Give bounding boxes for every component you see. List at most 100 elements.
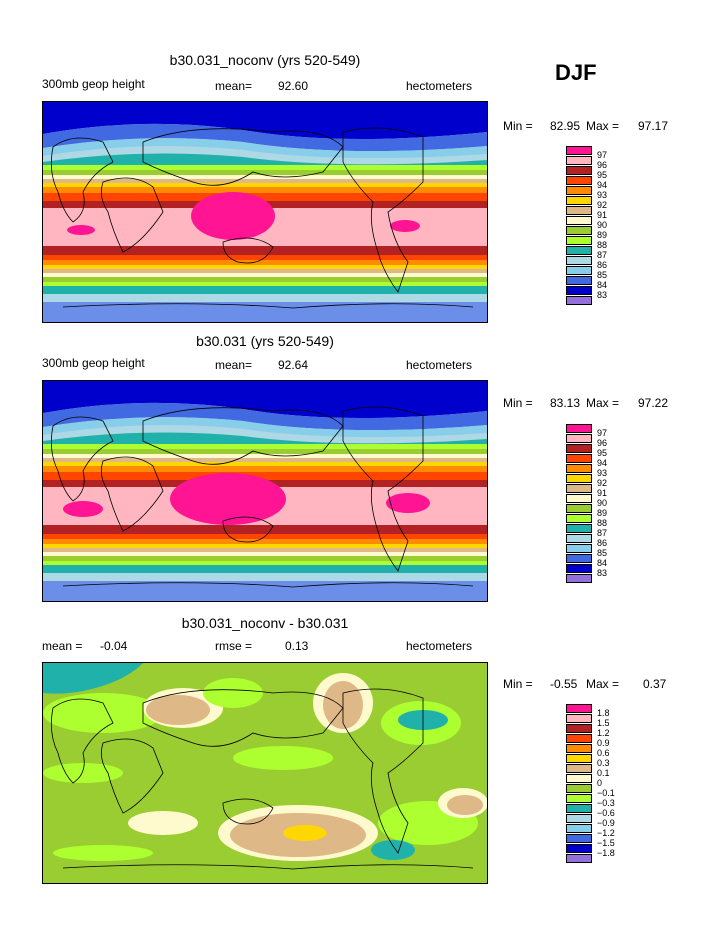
colorbar-swatch [566, 474, 592, 483]
colorbar-tick-label: 96 [597, 160, 608, 170]
panel3-rmse-value: 0.13 [285, 639, 309, 653]
colorbar-tick-label: 86 [597, 538, 608, 548]
colorbar-swatch [566, 704, 592, 713]
panel3-unit-label: hectometers [406, 639, 473, 653]
colorbar-tick-label: 90 [597, 498, 608, 508]
panel2-colorbar: 97 96 95 94 93 92 91 90 89 88 87 86 85 84 83 [566, 424, 636, 596]
colorbar-swatch [566, 464, 592, 473]
colorbar-tick-label: 83 [597, 290, 608, 300]
colorbar-swatch [566, 784, 592, 793]
colorbar-swatch [566, 564, 592, 573]
colorbar-swatch [566, 276, 592, 285]
colorbar-swatch [566, 524, 592, 533]
colorbar-swatch [566, 266, 592, 275]
colorbar-tick-label: 0 [597, 778, 603, 788]
colorbar-swatch [566, 744, 592, 753]
colorbar-tick-label: −1.5 [597, 838, 615, 848]
colorbar-swatch [566, 774, 592, 783]
colorbar-tick-label: 96 [597, 438, 608, 448]
panel1-map [42, 101, 488, 323]
panel3-min-label: Min = [503, 677, 533, 691]
colorbar-tick-label: 88 [597, 518, 608, 528]
panel2-min-value: 83.13 [550, 396, 581, 410]
panel1-max-value: 97.17 [638, 119, 669, 133]
colorbar-tick-label: 0.6 [597, 748, 610, 758]
panel3-title: b30.031_noconv - b30.031 [181, 615, 349, 631]
colorbar-tick-label: 89 [597, 508, 608, 518]
colorbar-tick-label: 87 [597, 528, 608, 538]
colorbar-swatch [566, 494, 592, 503]
colorbar-tick-label: 88 [597, 240, 608, 250]
panel3-mean-label: mean = [42, 639, 83, 653]
colorbar-tick-label: −0.1 [597, 788, 615, 798]
colorbar-tick-label: 91 [597, 488, 608, 498]
colorbar-swatch [566, 514, 592, 523]
colorbar-swatch [566, 714, 592, 723]
colorbar-swatch [566, 286, 592, 295]
colorbar-swatch [566, 504, 592, 513]
colorbar-tick-label: 84 [597, 558, 608, 568]
panel1-mean-value: 92.60 [278, 79, 309, 93]
colorbar-swatch [566, 236, 592, 245]
colorbar-swatch [566, 246, 592, 255]
colorbar-swatch [566, 186, 592, 195]
colorbar-tick-label: 90 [597, 220, 608, 230]
colorbar-swatch [566, 724, 592, 733]
colorbar-tick-label: 89 [597, 230, 608, 240]
colorbar-tick-label: 87 [597, 250, 608, 260]
colorbar-tick-label: 93 [597, 190, 608, 200]
colorbar-swatch [566, 484, 592, 493]
panel3-min-value: -0.55 [550, 677, 578, 691]
colorbar-tick-label: 95 [597, 170, 608, 180]
panel3-colorbar: 1.8 1.5 1.2 0.9 0.6 0.3 0.1 0 −0.1 −0.3 −0.6 −0.9 −1… [566, 704, 636, 876]
panel3-map [42, 662, 488, 884]
colorbar-tick-label: −0.6 [597, 808, 615, 818]
colorbar-tick-label: 0.1 [597, 768, 610, 778]
panel2-mean-label: mean= [215, 358, 253, 372]
colorbar-swatch [566, 166, 592, 175]
colorbar-swatch [566, 574, 592, 583]
colorbar-swatch [566, 804, 592, 813]
colorbar-tick-label: 92 [597, 478, 608, 488]
panel1-colorbar: 97 96 95 94 93 92 91 90 89 88 87 86 85 84 83 [566, 146, 636, 318]
colorbar-tick-label: 84 [597, 280, 608, 290]
colorbar-tick-label: 1.2 [597, 728, 610, 738]
colorbar-swatch [566, 734, 592, 743]
colorbar-tick-label: 0.9 [597, 738, 610, 748]
panel2-mean-value: 92.64 [278, 358, 309, 372]
colorbar-swatch [566, 554, 592, 563]
colorbar-swatch [566, 764, 592, 773]
colorbar-swatch [566, 256, 592, 265]
colorbar-tick-label: 1.5 [597, 718, 610, 728]
colorbar-swatch [566, 424, 592, 433]
panel1-min-label: Min = [503, 119, 533, 133]
season-label: DJF [555, 60, 597, 85]
panel2-map [42, 380, 488, 602]
colorbar-swatch [566, 824, 592, 833]
colorbar-tick-label: 85 [597, 548, 608, 558]
colorbar-swatch [566, 176, 592, 185]
panel3-max-value: 0.37 [643, 677, 667, 691]
panel2-title: b30.031 (yrs 520-549) [196, 333, 334, 349]
colorbar-tick-label: −1.2 [597, 828, 615, 838]
colorbar-tick-label: 91 [597, 210, 608, 220]
colorbar-swatch [566, 854, 592, 863]
panel1-variable-label: 300mb geop height [42, 77, 145, 91]
panel2-variable-label: 300mb geop height [42, 356, 145, 370]
colorbar-tick-label: 93 [597, 468, 608, 478]
panel3-rmse-label: rmse = [215, 639, 253, 653]
colorbar-tick-label: −0.9 [597, 818, 615, 828]
colorbar-swatch [566, 844, 592, 853]
panel2-min-label: Min = [503, 396, 533, 410]
panel3-max-label: Max = [586, 677, 620, 691]
colorbar-tick-label: 95 [597, 448, 608, 458]
colorbar-swatch [566, 444, 592, 453]
colorbar-swatch [566, 156, 592, 165]
panel2-unit-label: hectometers [406, 358, 473, 372]
panel1-max-label: Max = [586, 119, 620, 133]
panel1-mean-label: mean= [215, 79, 253, 93]
panel2-max-label: Max = [586, 396, 620, 410]
colorbar-tick-label: 1.8 [597, 708, 610, 718]
colorbar-tick-label: 94 [597, 180, 608, 190]
colorbar-tick-label: 83 [597, 568, 608, 578]
